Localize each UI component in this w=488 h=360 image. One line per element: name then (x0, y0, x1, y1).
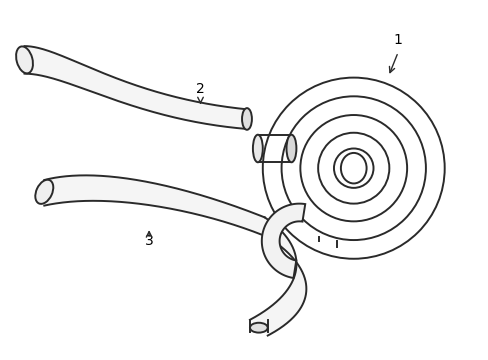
Text: 1: 1 (393, 33, 402, 47)
Ellipse shape (252, 135, 262, 162)
Text: 2: 2 (196, 82, 204, 96)
Polygon shape (261, 204, 305, 278)
Ellipse shape (35, 180, 53, 204)
Polygon shape (24, 46, 244, 129)
Ellipse shape (249, 323, 267, 333)
Ellipse shape (242, 108, 251, 130)
Polygon shape (249, 217, 306, 336)
Polygon shape (44, 175, 267, 237)
Ellipse shape (286, 135, 296, 162)
Ellipse shape (16, 46, 33, 73)
Text: 3: 3 (144, 234, 153, 248)
